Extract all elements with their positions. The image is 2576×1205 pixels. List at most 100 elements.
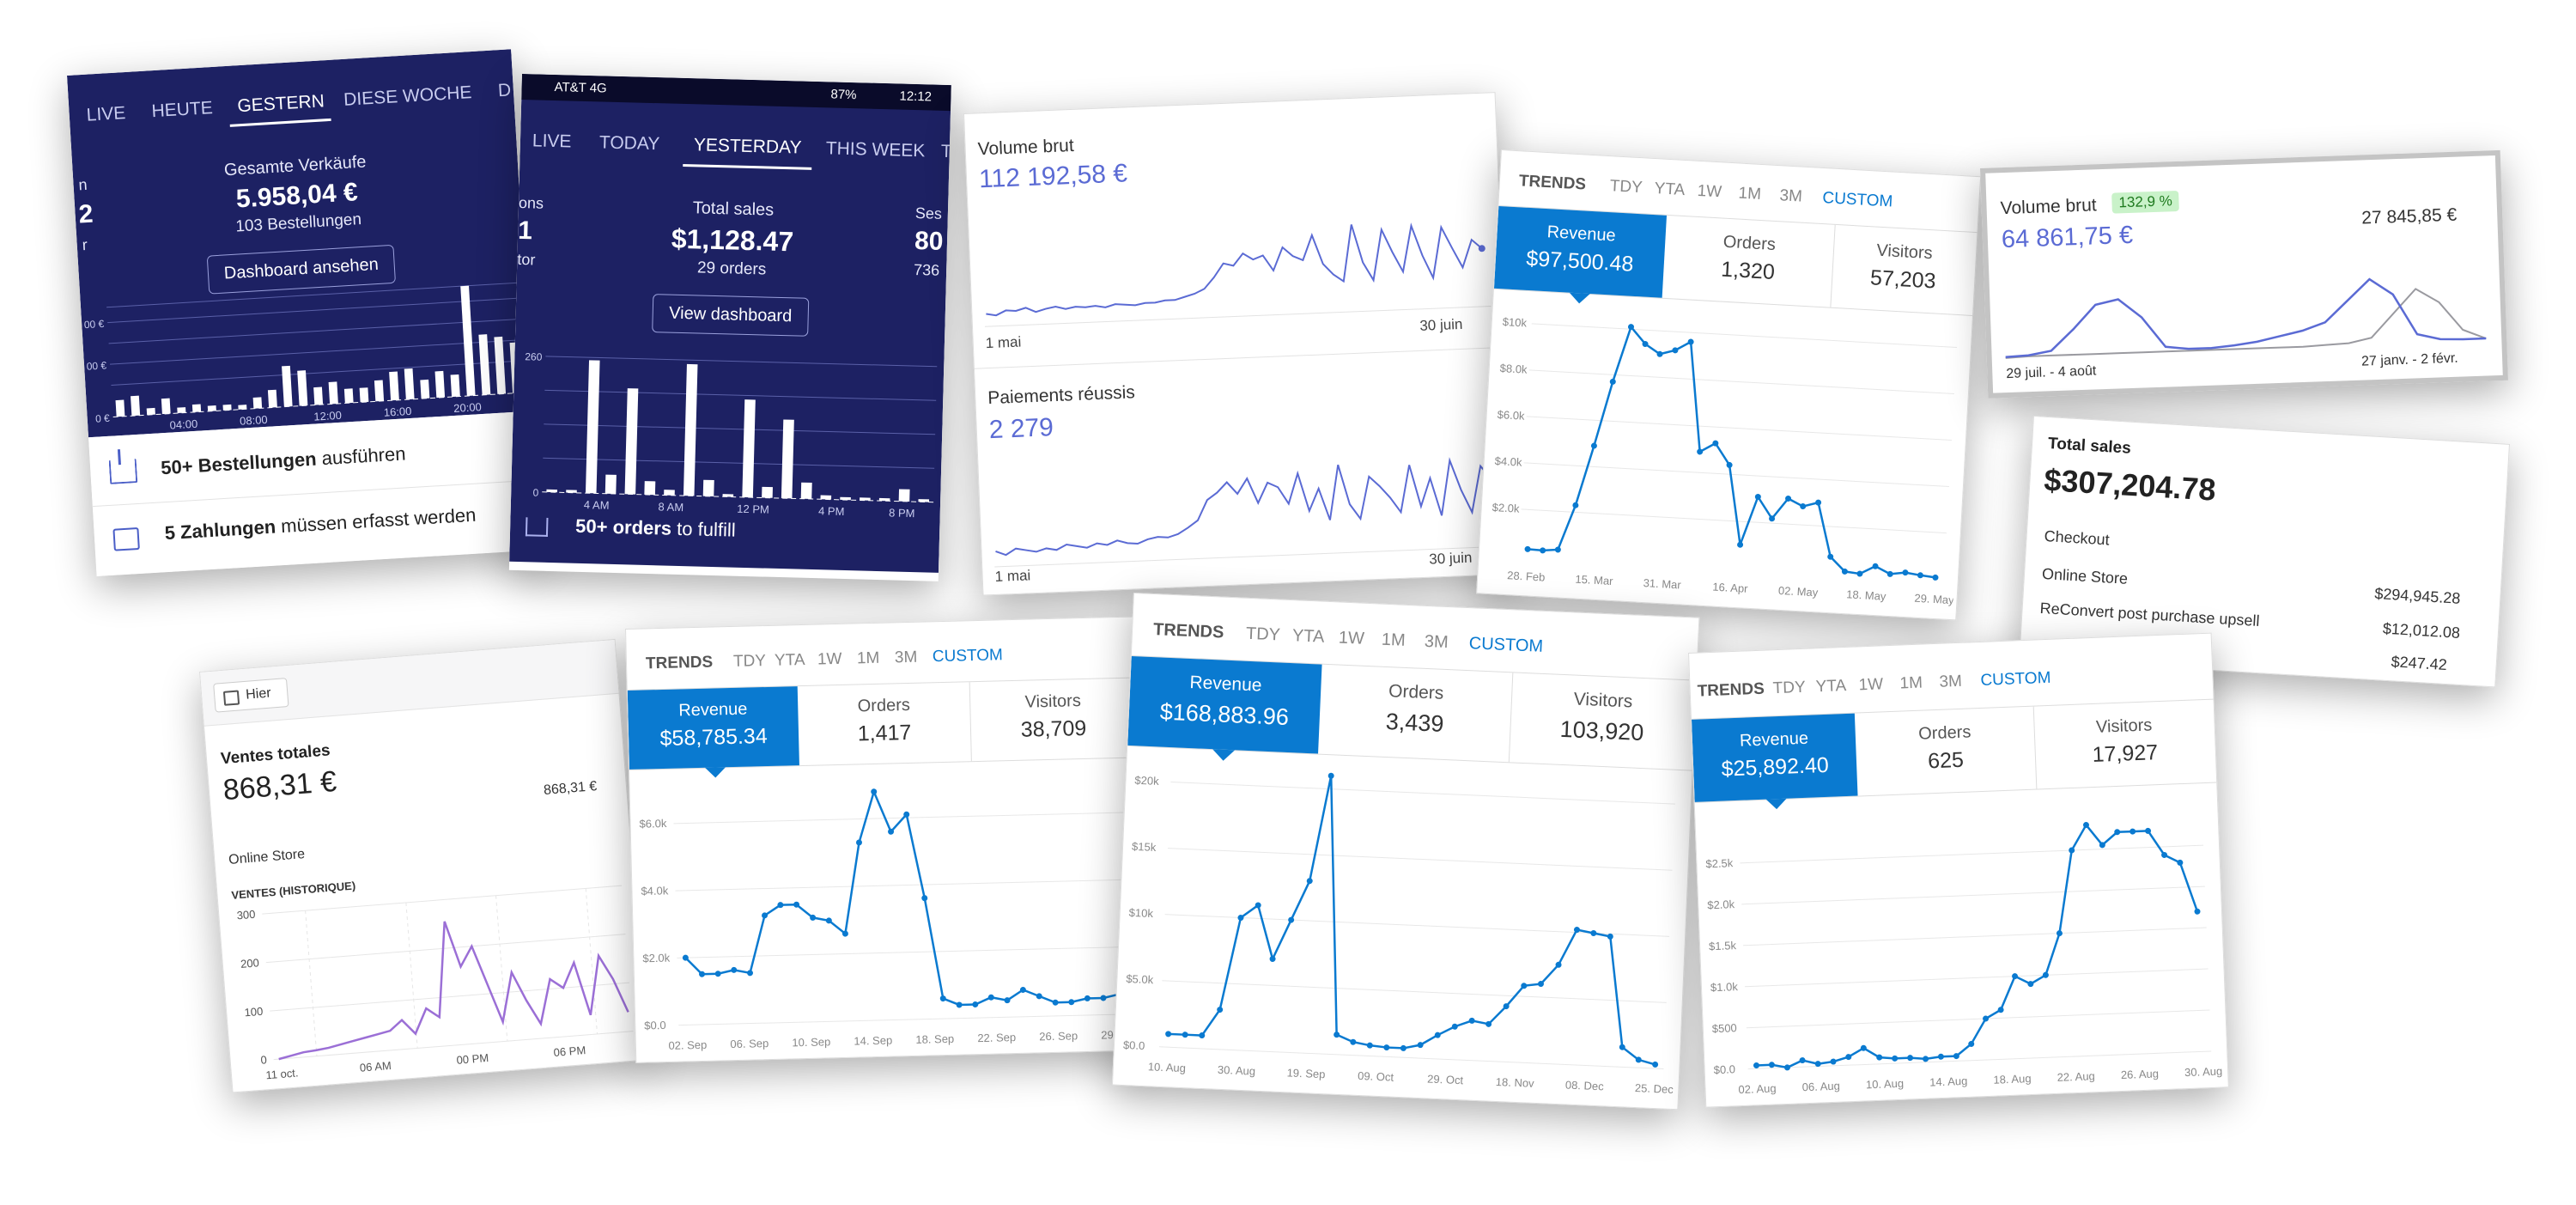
revenue-tile[interactable]: Revenue $168,883.96 <box>1127 655 1322 762</box>
data-point <box>714 971 721 977</box>
orders-label: Orders <box>1917 722 1971 744</box>
data-point <box>1876 1054 1883 1061</box>
tab-3m[interactable]: 3M <box>894 648 918 667</box>
visitors-tile[interactable]: Visitors 103,920 <box>1509 672 1696 770</box>
tab-1w[interactable]: 1W <box>1858 675 1884 695</box>
x-tick-label: 08. Dec <box>1565 1078 1605 1092</box>
x-tick-label: 29. May <box>1914 592 1955 607</box>
tab-tdy[interactable]: TDY <box>1609 177 1643 198</box>
x-tick-label: 16:00 <box>383 405 411 419</box>
orders-tile[interactable]: Orders 3,439 <box>1318 664 1514 763</box>
revenue-trend-line-chart: $10k $8.0k $6.0k $4.0k $2.0k 28. Feb 15. Mar 31… <box>1492 315 1957 607</box>
grid-line <box>262 885 623 915</box>
orders-tile[interactable]: Orders 1,320 <box>1662 215 1836 307</box>
data-point <box>1754 493 1761 500</box>
tab-live[interactable]: LIVE <box>86 103 126 125</box>
task-fulfill-orders[interactable]: 50+ Bestellungen ausführen <box>161 442 407 479</box>
current-period-dates: 29 juil. - 4 août <box>2006 363 2097 382</box>
tab-1m[interactable]: 1M <box>856 648 880 668</box>
panel-stripe-gross-volume: Volume brut 112 192,58 € 1 mai 30 juin P… <box>963 92 1516 596</box>
tab-custom[interactable]: CUSTOM <box>1821 189 1893 211</box>
successful-payments-title: Paiements réussis <box>987 382 1136 409</box>
view-dashboard-button[interactable]: View dashboard <box>652 294 809 337</box>
data-point <box>2161 851 2168 858</box>
tab-yta[interactable]: YTA <box>774 650 805 670</box>
tab-gestern[interactable]: GESTERN <box>236 91 325 117</box>
tab-tdy[interactable]: TDY <box>732 652 767 671</box>
visitors-tile[interactable]: Visitors 57,203 <box>1830 225 1977 315</box>
revenue-trend-line-chart: $6.0k $4.0k $2.0k $0.002. Sep 06. Sep 10. Sep… <box>639 788 1139 1052</box>
tab-yta[interactable]: YTA <box>1815 676 1847 697</box>
data-point <box>777 902 784 909</box>
visitors-value: 17,927 <box>2092 740 2159 768</box>
grid-line <box>677 946 1127 959</box>
row-label-online-store: Online Store <box>2041 564 2129 587</box>
tab-yta[interactable]: YTA <box>1291 626 1325 647</box>
data-point <box>871 788 878 795</box>
bar <box>898 489 910 502</box>
tab-3m[interactable]: 3M <box>1424 631 1449 653</box>
tab-this-week[interactable]: THIS WEEK <box>825 138 926 161</box>
x-tick-label: 16. Apr <box>1712 581 1749 595</box>
y-tick-label: $1.0k <box>1710 980 1739 994</box>
y-tick-label: 300 <box>236 908 256 922</box>
tab-custom[interactable]: CUSTOM <box>1468 634 1544 656</box>
tab-live[interactable]: LIVE <box>532 131 572 152</box>
tab-custom[interactable]: CUSTOM <box>1980 668 2051 690</box>
revenue-tile[interactable]: Revenue $25,892.40 <box>1691 713 1858 810</box>
x-tick-label: 4 PM <box>818 504 845 518</box>
revenue-tile[interactable]: Revenue $58,785.34 <box>627 686 799 778</box>
data-point <box>1783 1064 1790 1071</box>
tab-custom[interactable]: CUSTOM <box>932 646 1004 666</box>
bar <box>878 497 890 502</box>
tab-tdy[interactable]: TDY <box>1772 678 1807 698</box>
tab-1m[interactable]: 1M <box>1737 184 1762 204</box>
y-tick-label: $6.0k <box>639 817 667 831</box>
data-point <box>1937 1053 1944 1060</box>
x-tick-label: 20:00 <box>453 400 482 415</box>
tab-1w[interactable]: 1W <box>1338 628 1365 648</box>
bar <box>624 388 639 495</box>
tab-diese-woche[interactable]: DIESE WOCHE <box>343 82 473 110</box>
x-tick-label: 26. Aug <box>2121 1067 2160 1081</box>
tab-tdy[interactable]: TDY <box>1245 624 1281 645</box>
x-tick-label: 26. Sep <box>1039 1029 1078 1043</box>
data-point <box>1830 1058 1837 1065</box>
tab-1m[interactable]: 1M <box>1381 630 1406 650</box>
tab-heute[interactable]: HEUTE <box>150 98 214 122</box>
data-point <box>747 970 754 977</box>
date-range-button[interactable]: Hier <box>213 678 289 713</box>
tab-next-clipped[interactable]: D <box>497 80 512 101</box>
revenue-tile[interactable]: Revenue $97,500.48 <box>1493 205 1668 305</box>
orders-tile[interactable]: Orders 625 <box>1854 706 2038 796</box>
tab-1w[interactable]: 1W <box>1697 181 1722 202</box>
tab-yesterday[interactable]: YESTERDAY <box>693 135 802 158</box>
trends-label: TRENDS <box>1152 620 1224 642</box>
tab-1w[interactable]: 1W <box>817 649 842 669</box>
task-capture-payments[interactable]: 5 Zahlungen müssen erfasst werden <box>164 504 477 545</box>
tab-3m[interactable]: 3M <box>1939 672 1963 691</box>
tab-3m[interactable]: 3M <box>1778 186 1803 206</box>
y-tick-label: $10k <box>1128 906 1153 920</box>
data-point <box>2129 828 2136 835</box>
visitors-tile[interactable]: Visitors 17,927 <box>2033 700 2217 789</box>
x-tick-label: 29. Oct <box>1427 1072 1464 1086</box>
x-tick-label: 22. Aug <box>2057 1069 2095 1084</box>
bar <box>420 379 430 399</box>
x-tick-label: 00 PM <box>456 1051 489 1067</box>
tab-1m[interactable]: 1M <box>1899 673 1923 693</box>
data-point <box>956 1001 963 1008</box>
task-fulfill-orders[interactable]: 50+ orders to fulfill <box>575 515 736 542</box>
tab-next-clipped[interactable]: T <box>940 141 951 162</box>
visitors-tile[interactable]: Visitors 38,709 <box>969 678 1138 761</box>
bar <box>161 398 171 415</box>
x-tick-label: 11 oct. <box>265 1066 299 1081</box>
orders-tile[interactable]: Orders 1,417 <box>797 682 972 766</box>
payments-end-date: 30 juin <box>1428 549 1473 568</box>
bar <box>328 381 338 405</box>
tab-today[interactable]: TODAY <box>598 132 660 155</box>
task-divider <box>92 479 537 508</box>
x-tick-label: 18. May <box>1846 587 1887 603</box>
data-point <box>1841 568 1848 575</box>
tab-yta[interactable]: YTA <box>1654 180 1686 200</box>
